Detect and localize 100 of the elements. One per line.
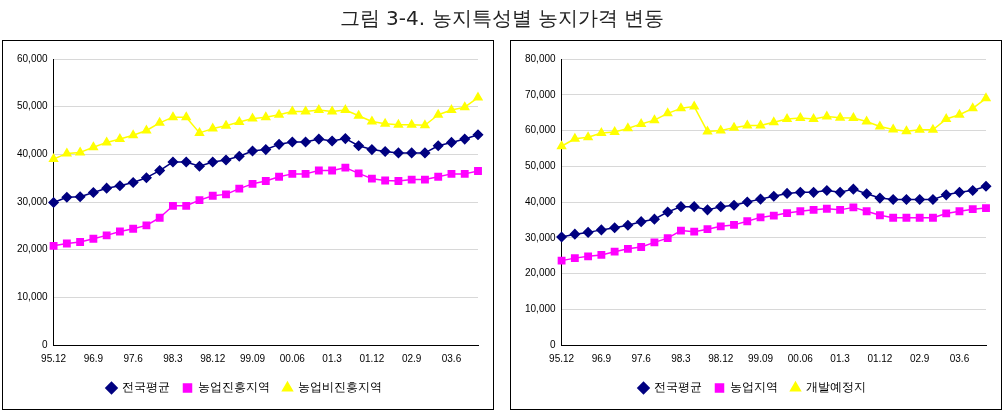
point	[942, 209, 951, 218]
point	[676, 103, 686, 112]
point	[474, 167, 482, 175]
point	[902, 213, 911, 222]
point	[915, 124, 925, 133]
y-tick-label: 60,000	[16, 52, 49, 64]
point	[49, 241, 58, 250]
point	[141, 125, 152, 134]
point	[89, 234, 98, 243]
point	[154, 165, 165, 176]
point	[874, 192, 886, 204]
chart-title: 그림 3-4. 농지특성별 농지가격 변동	[338, 5, 666, 32]
y-tick-label: 60,000	[524, 124, 557, 136]
point	[446, 104, 457, 113]
x-tick-label: 01.12	[867, 352, 893, 364]
point	[300, 106, 311, 115]
point	[662, 206, 673, 218]
point	[301, 169, 310, 178]
x-tick-label: 97.6	[631, 352, 652, 364]
point	[314, 104, 324, 113]
point	[168, 111, 178, 121]
point	[940, 189, 952, 201]
x-tick-label: 01.3	[322, 352, 343, 364]
point	[221, 120, 231, 129]
point	[875, 121, 885, 130]
point	[314, 166, 323, 175]
y-tick-label: 20,000	[524, 267, 557, 279]
point	[849, 203, 858, 212]
x-tick-label: 95.12	[549, 352, 575, 364]
point	[421, 175, 429, 184]
point	[460, 101, 470, 111]
point	[274, 109, 284, 118]
point	[756, 213, 765, 222]
point	[327, 106, 337, 115]
point	[340, 133, 351, 144]
point	[326, 135, 338, 147]
point	[114, 180, 126, 192]
x-tick-label: 00.06	[787, 352, 814, 364]
point	[248, 179, 257, 188]
point	[914, 194, 925, 205]
point	[968, 103, 978, 112]
y-tick-label: 50,000	[524, 160, 557, 171]
point	[74, 191, 86, 203]
point	[381, 176, 390, 185]
x-tick-label: 02.9	[401, 352, 422, 364]
point	[340, 104, 351, 113]
point	[182, 201, 191, 210]
point	[367, 174, 376, 183]
point	[101, 137, 112, 146]
point	[769, 117, 779, 126]
point	[234, 116, 244, 125]
y-tick-label: 40,000	[524, 195, 557, 207]
point	[407, 119, 417, 128]
point	[208, 191, 217, 200]
point	[954, 187, 965, 198]
point	[459, 133, 470, 145]
x-tick-label: 03.6	[441, 352, 462, 364]
point	[353, 140, 364, 151]
point	[169, 201, 177, 210]
point	[967, 185, 978, 196]
point	[915, 213, 924, 222]
point	[596, 224, 607, 236]
point	[275, 172, 283, 181]
point	[875, 211, 884, 220]
x-tick-label: 98.12	[708, 352, 734, 364]
x-tick-label: 00.06	[279, 352, 306, 364]
x-tick-label: 99.09	[240, 352, 266, 364]
point	[783, 209, 791, 218]
point	[677, 226, 685, 235]
point	[715, 201, 726, 212]
point	[848, 112, 859, 121]
point	[407, 175, 416, 184]
legend-label: 개발예정지	[805, 380, 866, 395]
x-tick-label: 02.9	[909, 352, 930, 364]
point	[62, 239, 71, 248]
point	[637, 243, 646, 251]
point	[690, 227, 699, 236]
x-tick-label: 96.9	[83, 352, 104, 364]
point	[570, 254, 579, 263]
point	[981, 93, 991, 102]
point	[207, 156, 218, 168]
point	[379, 146, 391, 157]
point	[115, 227, 124, 236]
legend-label: 농업진흥지역	[197, 380, 270, 395]
point	[663, 108, 673, 117]
point	[663, 234, 672, 243]
point	[968, 205, 977, 214]
point	[610, 247, 619, 256]
point	[848, 183, 859, 195]
point	[261, 177, 270, 185]
point	[208, 123, 218, 132]
point	[822, 204, 831, 213]
point	[222, 190, 230, 199]
point	[768, 191, 780, 202]
point	[235, 184, 244, 193]
point	[702, 126, 713, 135]
point	[688, 201, 700, 212]
x-tick-label: 96.9	[591, 352, 612, 364]
point	[597, 250, 606, 259]
point	[954, 109, 965, 118]
